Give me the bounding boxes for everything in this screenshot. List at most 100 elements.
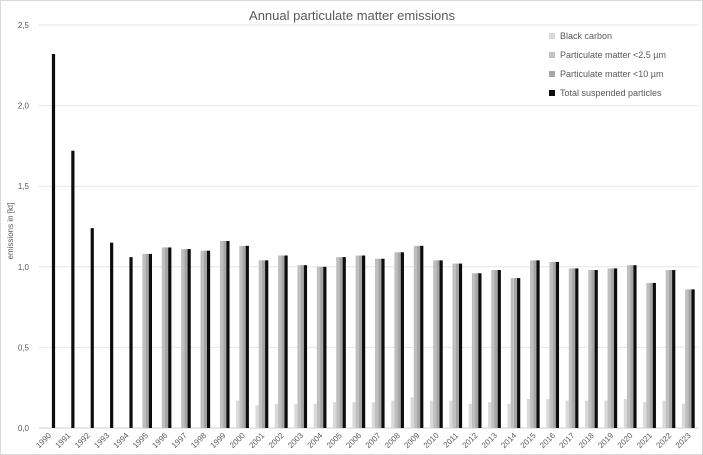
bar-total-suspended-particles bbox=[51, 54, 56, 429]
bar-black-carbon bbox=[274, 403, 279, 428]
x-tick-label: 1994 bbox=[112, 431, 131, 450]
bar-total-suspended-particles bbox=[458, 263, 463, 428]
bar-total-suspended-particles bbox=[575, 268, 579, 428]
bar-total-suspended-particles bbox=[497, 270, 501, 428]
bar-black-carbon bbox=[294, 403, 298, 428]
bar-particulate-matter-2-5-m bbox=[588, 270, 592, 428]
bar-black-carbon bbox=[526, 398, 531, 428]
y-tick-label: 1,0 bbox=[18, 263, 30, 272]
bar-total-suspended-particles bbox=[555, 261, 560, 428]
bar-total-suspended-particles bbox=[90, 228, 94, 428]
x-tick-label: 1997 bbox=[170, 431, 189, 450]
bar-particulate-matter-2-5-m bbox=[471, 273, 476, 428]
x-tick-label: 1995 bbox=[131, 431, 150, 450]
y-tick-label: 1,5 bbox=[18, 182, 30, 191]
bar-black-carbon bbox=[546, 398, 550, 428]
y-tick-label: 2,0 bbox=[18, 102, 30, 111]
bar-particulate-matter-2-5-m bbox=[258, 260, 262, 428]
bar-particulate-matter-2-5-m bbox=[142, 253, 146, 428]
bar-particulate-matter-2-5-m bbox=[239, 245, 243, 428]
bar-particulate-matter-2-5-m bbox=[626, 265, 631, 428]
x-tick-label: 2015 bbox=[519, 431, 538, 450]
x-tick-label: 2013 bbox=[480, 431, 499, 450]
bar-particulate-matter-10-m bbox=[320, 266, 324, 428]
bar-black-carbon bbox=[449, 400, 453, 428]
bar-black-carbon bbox=[236, 400, 240, 428]
bar-particulate-matter-10-m bbox=[668, 270, 673, 428]
bar-particulate-matter-2-5-m bbox=[510, 278, 514, 428]
legend-swatch bbox=[549, 52, 555, 58]
bar-particulate-matter-2-5-m bbox=[413, 245, 417, 428]
bar-particulate-matter-2-5-m bbox=[394, 252, 398, 428]
x-tick-label: 2022 bbox=[654, 431, 673, 450]
bar-total-suspended-particles bbox=[303, 265, 308, 428]
bar-particulate-matter-10-m bbox=[649, 282, 653, 428]
bar-black-carbon bbox=[662, 400, 666, 428]
x-tick-label: 2006 bbox=[344, 431, 363, 450]
bar-black-carbon bbox=[410, 397, 414, 428]
bar-black-carbon bbox=[391, 400, 395, 428]
x-tick-label: 2009 bbox=[402, 431, 421, 450]
bar-particulate-matter-2-5-m bbox=[297, 265, 301, 428]
bar-total-suspended-particles bbox=[245, 245, 249, 428]
x-tick-label: 2014 bbox=[499, 431, 518, 450]
x-tick-label: 2020 bbox=[616, 431, 635, 450]
x-tick-label: 2005 bbox=[325, 431, 344, 450]
bar-particulate-matter-10-m bbox=[572, 268, 576, 428]
bar-total-suspended-particles bbox=[478, 273, 482, 428]
bar-total-suspended-particles bbox=[362, 255, 366, 428]
bar-particulate-matter-10-m bbox=[436, 260, 440, 428]
bar-particulate-matter-10-m bbox=[397, 252, 401, 428]
bar-black-carbon bbox=[604, 400, 608, 428]
bar-total-suspended-particles bbox=[342, 257, 346, 428]
legend-label: Particulate matter <2.5 µm bbox=[560, 50, 666, 60]
bar-particulate-matter-10-m bbox=[242, 245, 246, 428]
bar-particulate-matter-10-m bbox=[339, 257, 343, 428]
bar-black-carbon bbox=[643, 402, 647, 428]
bar-particulate-matter-10-m bbox=[455, 263, 459, 428]
bar-particulate-matter-2-5-m bbox=[433, 260, 437, 428]
bar-particulate-matter-10-m bbox=[416, 245, 421, 428]
x-tick-label: 2007 bbox=[364, 431, 383, 450]
bar-total-suspended-particles bbox=[613, 268, 618, 428]
chart-title: Annual particulate matter emissions bbox=[249, 8, 455, 23]
bar-black-carbon bbox=[352, 402, 356, 428]
x-tick-label: 2012 bbox=[461, 431, 480, 450]
bar-particulate-matter-2-5-m bbox=[646, 282, 650, 428]
x-tick-label: 2000 bbox=[228, 431, 247, 450]
bar-particulate-matter-2-5-m bbox=[219, 241, 224, 428]
bar-total-suspended-particles bbox=[110, 242, 114, 428]
bar-total-suspended-particles bbox=[420, 245, 424, 428]
bar-black-carbon bbox=[565, 400, 569, 428]
x-tick-label: 2021 bbox=[635, 431, 654, 450]
bar-particulate-matter-2-5-m bbox=[452, 263, 456, 428]
x-tick-label: 2011 bbox=[442, 431, 461, 450]
bar-total-suspended-particles bbox=[381, 258, 385, 428]
y-tick-label: 2,5 bbox=[18, 21, 30, 30]
bar-total-suspended-particles bbox=[439, 260, 443, 428]
bar-particulate-matter-2-5-m bbox=[374, 258, 379, 428]
bar-particulate-matter-2-5-m bbox=[336, 257, 340, 428]
bar-total-suspended-particles bbox=[148, 253, 153, 428]
bar-particulate-matter-2-5-m bbox=[355, 255, 359, 428]
bar-particulate-matter-10-m bbox=[378, 258, 382, 428]
x-tick-label: 2004 bbox=[306, 431, 325, 450]
bar-particulate-matter-2-5-m bbox=[161, 247, 165, 428]
bar-total-suspended-particles bbox=[594, 270, 598, 428]
bar-black-carbon bbox=[681, 403, 686, 428]
bar-total-suspended-particles bbox=[226, 241, 230, 428]
bar-total-suspended-particles bbox=[71, 150, 75, 428]
x-tick-label: 2008 bbox=[383, 431, 402, 450]
bar-black-carbon bbox=[623, 398, 627, 428]
legend-swatch bbox=[549, 90, 555, 96]
y-tick-label: 0,5 bbox=[18, 343, 30, 352]
legend-swatch bbox=[549, 33, 555, 39]
bar-particulate-matter-10-m bbox=[281, 255, 285, 428]
bar-total-suspended-particles bbox=[691, 289, 695, 428]
bar-total-suspended-particles bbox=[187, 249, 191, 428]
bar-particulate-matter-2-5-m bbox=[549, 261, 553, 428]
x-tick-label: 1991 bbox=[54, 431, 73, 450]
legend-swatch bbox=[549, 71, 555, 77]
x-tick-label: 1992 bbox=[73, 431, 92, 450]
